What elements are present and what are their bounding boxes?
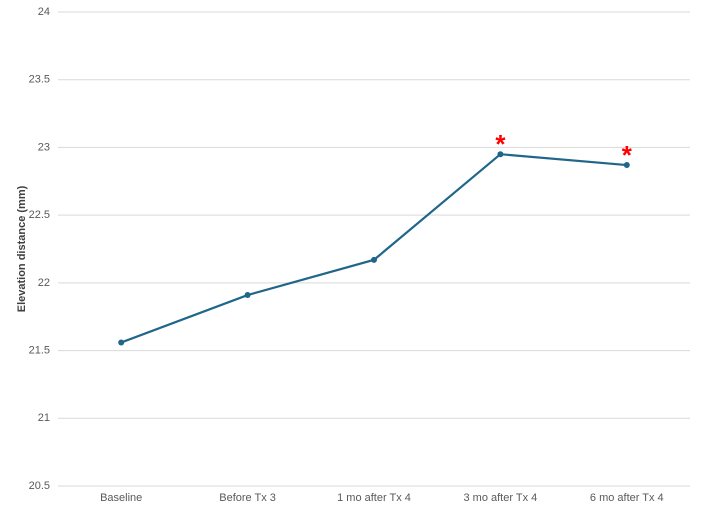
x-tick-label: 6 mo after Tx 4 — [590, 492, 664, 504]
x-tick-label: 1 mo after Tx 4 — [337, 492, 411, 504]
annotation: * — [622, 140, 633, 170]
x-tick-label: Baseline — [100, 492, 142, 504]
point — [118, 339, 125, 346]
y-tick-label: 22.5 — [29, 209, 50, 221]
line — [120, 153, 627, 344]
y-tick-label: 20.5 — [29, 480, 50, 492]
x-tick-label: Before Tx 3 — [219, 492, 276, 504]
y-tick-label: 24 — [38, 6, 50, 18]
point — [244, 292, 251, 299]
y-tick-label: 21.5 — [29, 344, 50, 356]
x-tick-label: 3 mo after Tx 4 — [464, 492, 538, 504]
point — [623, 162, 630, 169]
point — [497, 151, 504, 158]
point — [371, 256, 377, 263]
y-axis-title: Elevation distance (mm) — [16, 185, 28, 312]
y-tick-label: 23.5 — [29, 74, 50, 86]
annotation: * — [495, 129, 506, 159]
y-tick-label: 22 — [38, 277, 50, 289]
y-tick-label: 23 — [38, 141, 50, 153]
y-tick-label: 21 — [38, 412, 50, 424]
